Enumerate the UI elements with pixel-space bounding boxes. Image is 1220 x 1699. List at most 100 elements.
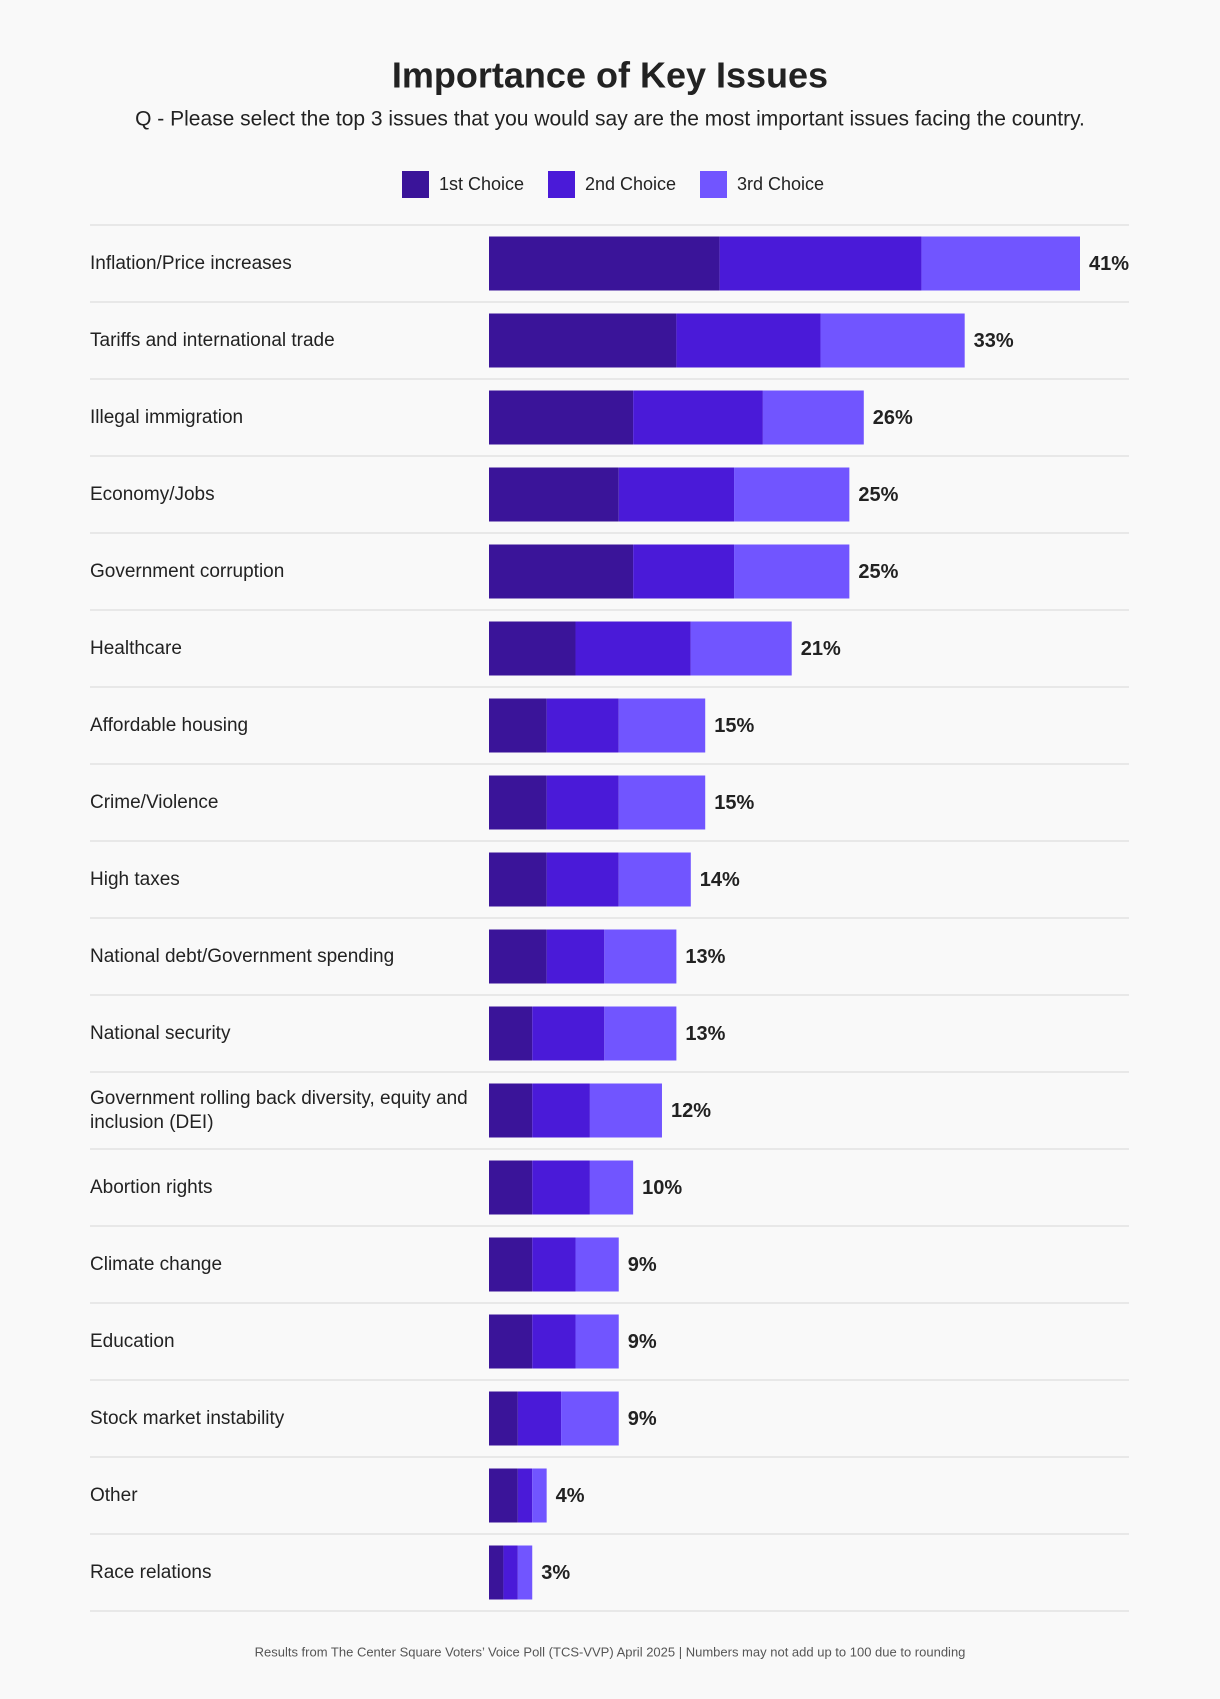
bar-segment [489,1160,533,1215]
category-label: National security [90,1022,231,1044]
total-label: 4% [556,1485,585,1507]
category-label-box: National security [90,1022,231,1044]
bar-segment [489,544,634,599]
bar-segment [489,1006,533,1061]
total-label: 21% [801,638,841,660]
category-label: High taxes [90,868,180,890]
bar-segment [532,1314,576,1369]
category-label-box: Government rolling back diversity, equit… [90,1088,468,1133]
category-label: Stock market instability [90,1407,285,1429]
bar-segment [734,544,850,599]
bar-segment [676,313,821,368]
bar-segment [618,467,735,522]
bar-segment [618,775,706,830]
category-label: Crime/Violence [90,791,219,813]
bar-segment [489,1083,533,1138]
bar-segment [489,1314,533,1369]
bar-segment [719,236,922,291]
category-label-box: Education [90,1331,175,1352]
category-label: Government corruption [90,560,285,582]
bar-segment [517,1545,533,1600]
bar-segment [690,621,792,676]
bar-segment [589,1083,662,1138]
category-label-box: Other [90,1484,138,1506]
bar-segment [489,390,634,445]
bar-segment [489,698,547,753]
bar-segment [489,1237,533,1292]
category-label-box: Race relations [90,1561,212,1583]
bar-segment [546,698,619,753]
total-label: 25% [858,561,898,583]
bar-segment [633,544,735,599]
category-label-box: Economy/Jobs [90,483,215,505]
bar-segment [489,313,677,368]
total-label: 13% [685,1023,725,1045]
chart-title: Importance of Key Issues [392,55,828,96]
total-label: 13% [685,946,725,968]
bar-segment [489,929,547,984]
total-label: 15% [714,715,754,737]
category-label: Tariffs and international trade [90,329,335,351]
total-label: 25% [858,484,898,506]
legend-label: 1st Choice [439,174,524,194]
bar-segment [517,1391,562,1446]
category-label-box: Affordable housing [90,715,248,736]
bar-segment [532,1237,576,1292]
bar-segment [489,1468,518,1523]
bar-segment [489,852,547,907]
legend-label: 2nd Choice [585,174,676,194]
bar-segment [489,1391,518,1446]
total-label: 14% [700,869,740,891]
bar-segment [633,390,763,445]
category-label: Inflation/Price increases [90,252,292,274]
category-label-box: Crime/Violence [90,791,219,813]
category-label-box: Climate change [90,1254,222,1275]
category-label-box: Illegal immigration [90,406,244,428]
legend-label: 3rd Choice [737,174,824,194]
bar-segment [604,1006,677,1061]
bar-segment [546,929,605,984]
total-label: 3% [541,1562,570,1584]
bar-segment [589,1160,634,1215]
bar-segment [618,698,706,753]
total-label: 41% [1089,253,1129,275]
bar-segment [575,1314,619,1369]
total-label: 12% [671,1100,711,1122]
bar-segment [734,467,850,522]
category-label-box: Inflation/Price increases [90,252,292,274]
bar-segment [604,929,677,984]
bar-segment [561,1391,619,1446]
category-label: Economy/Jobs [90,483,215,505]
bar-segment [489,1545,504,1600]
category-label-box: Healthcare [90,637,182,659]
category-label-box: High taxes [90,868,180,890]
total-label: 15% [714,792,754,814]
category-label: Healthcare [90,637,182,659]
footnote: Results from The Center Square Voters’ V… [255,1644,966,1659]
bar-segment [618,852,691,907]
total-label: 9% [628,1331,657,1353]
category-label-box: Stock market instability [90,1407,285,1429]
bar-segment [517,1468,533,1523]
category-label-box: Abortion rights [90,1176,213,1198]
bar-segment [762,390,864,445]
bar-segment [921,236,1080,291]
category-label-box: Tariffs and international trade [90,329,335,351]
category-label: Illegal immigration [90,406,244,428]
category-label: Race relations [90,1561,212,1583]
total-label: 9% [628,1254,657,1276]
total-label: 9% [628,1408,657,1430]
bar-segment [489,775,547,830]
bar-segment [546,775,619,830]
bar-segment [489,621,576,676]
bar-segment [820,313,965,368]
category-label: Abortion rights [90,1176,213,1198]
bar-segment [575,621,691,676]
legend-swatch [548,171,575,198]
category-label-box: National debt/Government spending [90,945,395,967]
bar-segment [575,1237,619,1292]
chart-subtitle: Q - Please select the top 3 issues that … [135,108,1085,131]
category-label: National debt/Government spending [90,945,395,967]
category-label: Other [90,1484,138,1506]
